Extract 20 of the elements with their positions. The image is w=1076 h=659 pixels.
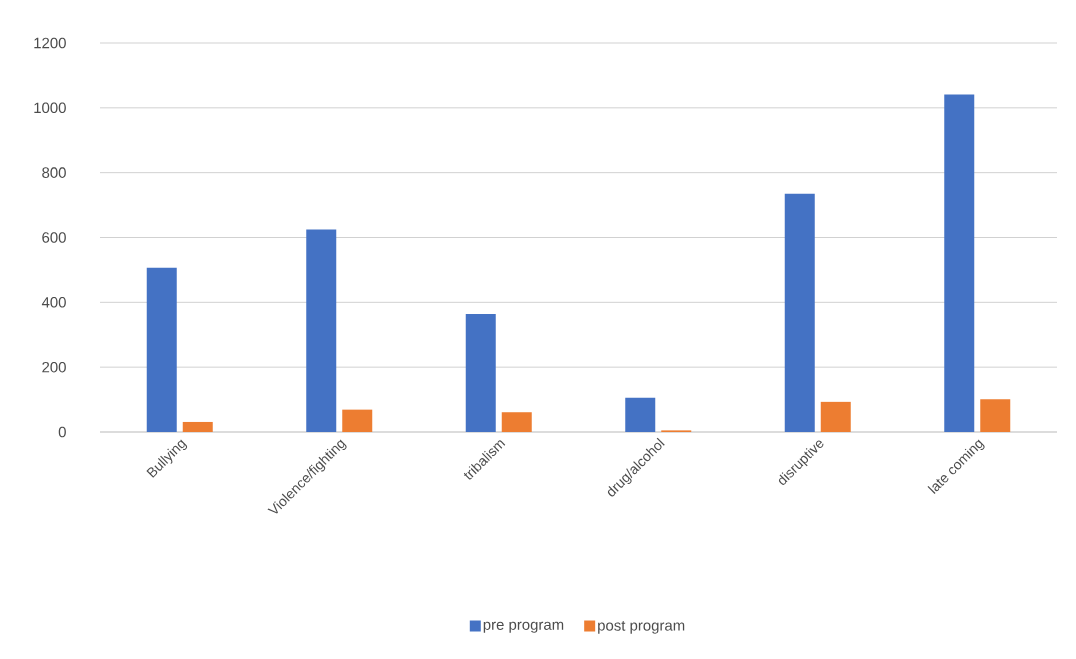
- y-tick-label: 600: [42, 232, 66, 243]
- y-tick-label: 1000: [34, 102, 66, 114]
- y-tick-label: 1200: [34, 37, 66, 49]
- legend-label: post program: [598, 620, 685, 634]
- bar: [342, 409, 373, 432]
- bar: [306, 229, 337, 432]
- y-tick-label: 0: [58, 426, 66, 438]
- y-tick-label: 400: [41, 297, 66, 308]
- bar: [980, 399, 1011, 432]
- bar: [146, 267, 177, 432]
- bar: [944, 94, 975, 432]
- y-tick-label: 800: [42, 167, 66, 178]
- bar: [182, 421, 213, 432]
- bar: [784, 193, 815, 432]
- legend-label: pre program: [483, 621, 564, 633]
- y-tick-label: 200: [42, 361, 66, 373]
- bar: [501, 412, 532, 432]
- bar: [625, 397, 656, 432]
- bar: [820, 401, 851, 432]
- bar: [465, 314, 496, 432]
